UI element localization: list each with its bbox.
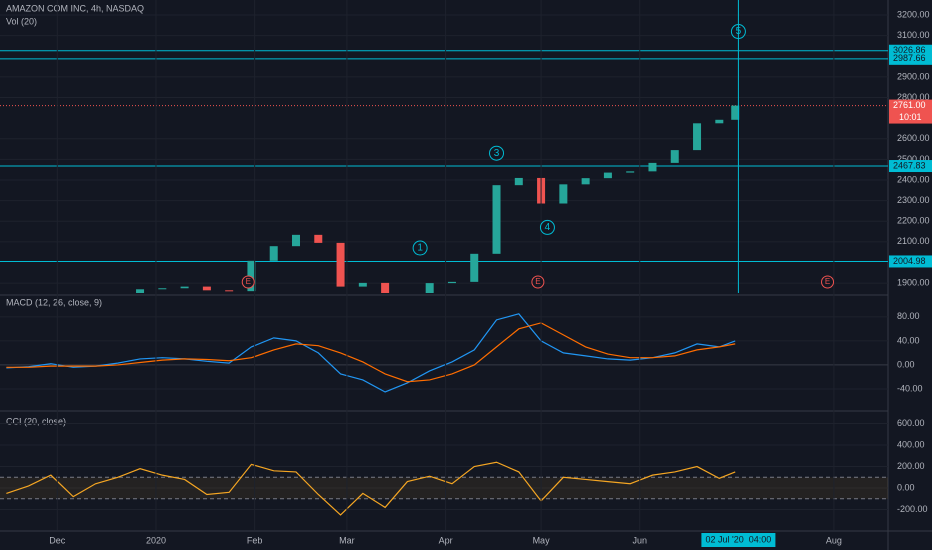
candle <box>715 119 724 124</box>
cci-line <box>6 461 736 516</box>
candle <box>314 234 323 243</box>
level-label-box <box>889 255 932 268</box>
price-tick-label: 2400.00 <box>897 174 930 184</box>
price-tick-label: 3200.00 <box>897 9 930 19</box>
earnings-label: E <box>825 277 830 286</box>
symbol-title: AMAZON COM INC, 4h, NASDAQ <box>6 3 144 13</box>
price-tick-label: 2900.00 <box>897 71 930 81</box>
candle <box>247 260 256 292</box>
candle <box>358 282 367 287</box>
candle <box>581 178 590 185</box>
cci-tick-label: 0.00 <box>897 482 915 492</box>
level-label-box <box>889 160 932 173</box>
cci-pane <box>0 423 888 516</box>
price-tick-label: 2800.00 <box>897 92 930 102</box>
candle <box>514 177 523 186</box>
candle <box>492 185 501 254</box>
candle <box>425 283 434 293</box>
time-tick-label: Feb <box>247 535 263 545</box>
time-tick-label: Mar <box>339 535 355 545</box>
macd-pane <box>0 313 888 393</box>
crosshair-label-box <box>701 533 776 547</box>
macd-line <box>6 313 736 393</box>
candle <box>292 234 300 247</box>
earnings-marker <box>241 275 255 289</box>
earnings-marker <box>531 275 545 289</box>
price-tick-label: 1900.00 <box>897 277 930 287</box>
candle <box>648 162 657 172</box>
cci-tick-label: 200.00 <box>897 461 925 471</box>
wave-label: 1 <box>417 243 423 254</box>
time-tick-label: Apr <box>439 535 453 545</box>
time-tick-label: Aug <box>826 535 842 545</box>
countdown-label: 10:01 <box>899 112 922 122</box>
candle <box>180 286 189 289</box>
level-label-box <box>889 52 932 65</box>
wave-marker <box>412 240 428 256</box>
macd-title: MACD (12, 26, close, 9) <box>6 297 102 307</box>
wave-label: 3 <box>494 148 500 159</box>
time-tick-label: May <box>533 535 551 545</box>
time-tick-label: Dec <box>49 535 66 545</box>
candle <box>693 123 702 151</box>
candle <box>225 290 234 292</box>
macd-tick-label: 0.00 <box>897 359 915 369</box>
candle <box>447 281 456 284</box>
earnings-label: E <box>535 277 540 286</box>
price-tick-label: 3100.00 <box>897 30 930 40</box>
candle <box>470 253 479 282</box>
last-price-label: 2761.00 <box>893 100 926 110</box>
cci-tick-label: 600.00 <box>897 418 925 428</box>
earnings-label: E <box>246 277 251 286</box>
volume-label: Vol (20) <box>6 16 37 26</box>
level-label: 3026.86 <box>893 45 926 55</box>
wave-label: 4 <box>545 222 551 233</box>
price-tick-label: 2300.00 <box>897 195 930 205</box>
candle <box>670 150 679 163</box>
macd-line <box>6 322 736 383</box>
price-tick-label: 2600.00 <box>897 133 930 143</box>
price-pane <box>0 14 888 293</box>
earnings-marker <box>821 275 835 289</box>
candle <box>603 172 612 179</box>
candle <box>202 286 211 291</box>
time-tick-label: 2020 <box>146 535 166 545</box>
macd-tick-label: 80.00 <box>897 311 920 321</box>
crosshair-label: 02 Jul '20 04:00 <box>706 534 772 544</box>
candle <box>269 246 278 261</box>
cci-tick-label: 400.00 <box>897 439 925 449</box>
level-label: 2467.83 <box>893 160 926 170</box>
candle <box>136 289 145 293</box>
candle <box>336 242 345 287</box>
last-price-box <box>889 99 932 124</box>
wave-marker <box>489 145 505 161</box>
candle <box>731 105 740 120</box>
macd-tick-label: -40.00 <box>897 383 923 393</box>
cci-title: CCI (20, close) <box>6 416 66 426</box>
candle <box>559 184 568 204</box>
candle <box>381 282 390 293</box>
level-label: 2004.98 <box>893 256 926 266</box>
level-label: 2987.66 <box>893 53 926 63</box>
candle <box>626 171 635 173</box>
price-tick-label: 2200.00 <box>897 216 930 226</box>
candle <box>158 288 167 290</box>
time-tick-label: Jun <box>632 535 647 545</box>
price-tick-label: 2100.00 <box>897 236 930 246</box>
cci-tick-label: -200.00 <box>897 504 928 514</box>
price-tick-label: 2500.00 <box>897 154 930 164</box>
macd-tick-label: 40.00 <box>897 335 920 345</box>
wave-marker <box>539 219 555 235</box>
